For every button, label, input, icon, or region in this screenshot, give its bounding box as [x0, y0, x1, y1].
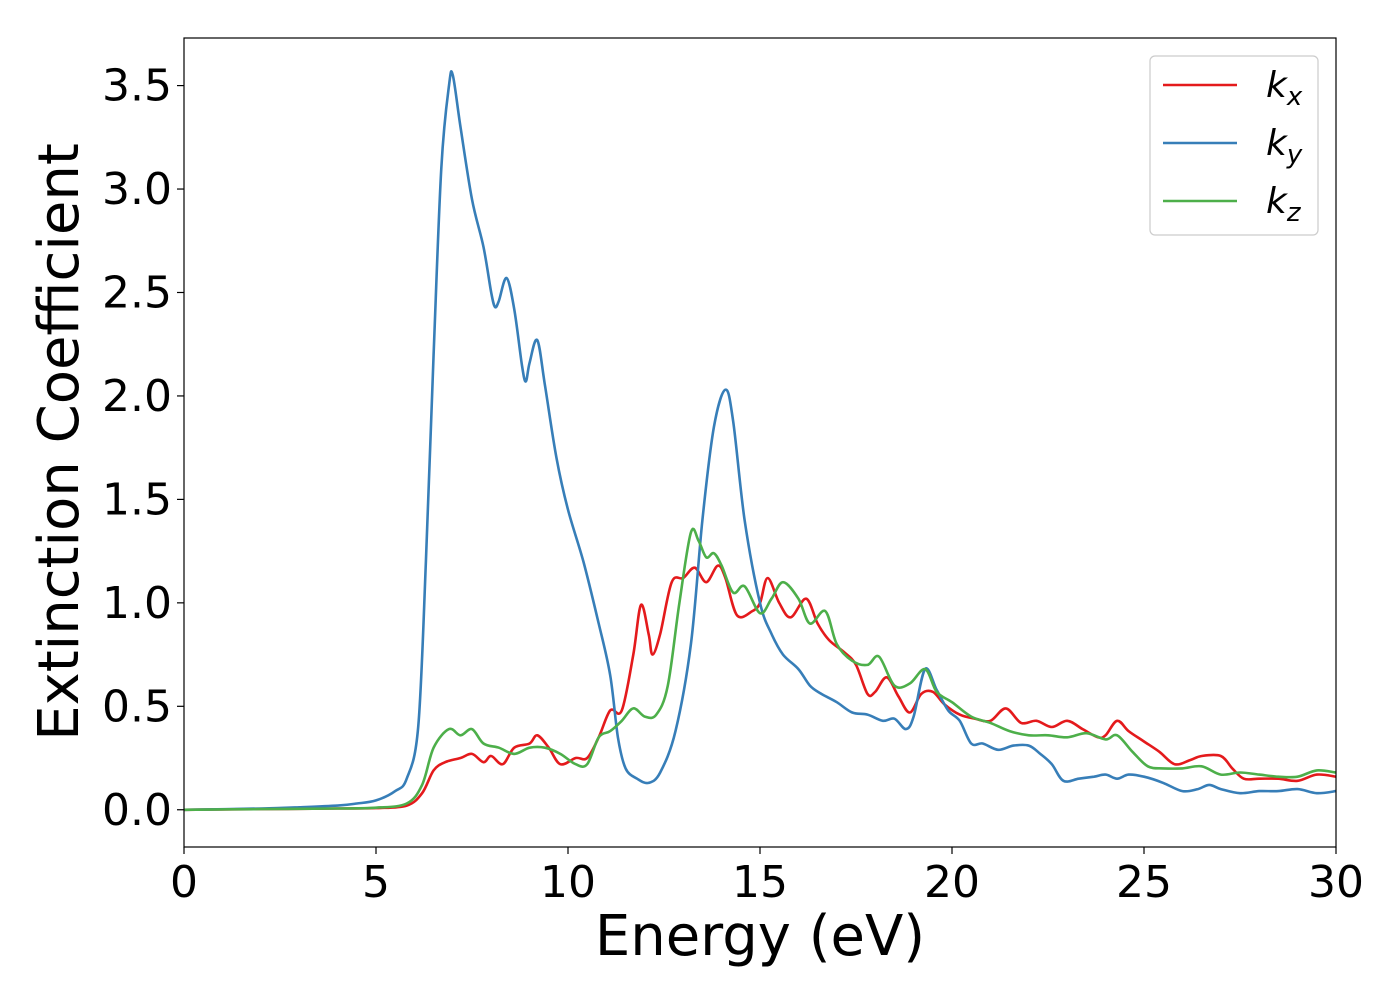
- legend-label-k-x: kx: [1266, 65, 1303, 112]
- legend-label-k-z: kz: [1266, 181, 1302, 228]
- x-tick-label: 0: [170, 857, 198, 908]
- y-tick-label: 0.5: [102, 681, 172, 732]
- x-axis-title: Energy (eV): [595, 904, 925, 969]
- legend-box: [1149, 55, 1319, 236]
- y-tick-label: 1.0: [102, 578, 172, 629]
- x-tick-label: 5: [362, 857, 390, 908]
- y-tick-label: 2.0: [102, 371, 172, 422]
- series-line-k-x: [184, 564, 1336, 812]
- x-tick-label: 15: [732, 857, 788, 908]
- y-tick-label: 1.5: [102, 474, 172, 525]
- x-tick-label: 25: [1116, 857, 1172, 908]
- x-tick-label: 10: [540, 857, 596, 908]
- x-tick-label: 20: [924, 857, 980, 908]
- legend: kx ky kz: [1149, 55, 1319, 236]
- series-layer: [184, 70, 1336, 812]
- y-axis-title: Extinction Coefficient: [27, 143, 92, 741]
- series-line-k-y: [184, 70, 1336, 812]
- y-tick-label: 3.5: [102, 61, 172, 112]
- x-tick-label: 30: [1308, 857, 1364, 908]
- legend-label-k-y: ky: [1266, 123, 1303, 170]
- y-tick-label: 3.0: [102, 164, 172, 215]
- y-tick-label: 2.5: [102, 267, 172, 318]
- x-axis: 0 5 10 15 20 25 30: [170, 847, 1364, 908]
- y-axis: 0.0 0.5 1.0 1.5 2.0 2.5 3.0 3.5: [102, 61, 184, 836]
- series-line-k-z: [184, 527, 1336, 812]
- y-tick-label: 0.0: [102, 785, 172, 836]
